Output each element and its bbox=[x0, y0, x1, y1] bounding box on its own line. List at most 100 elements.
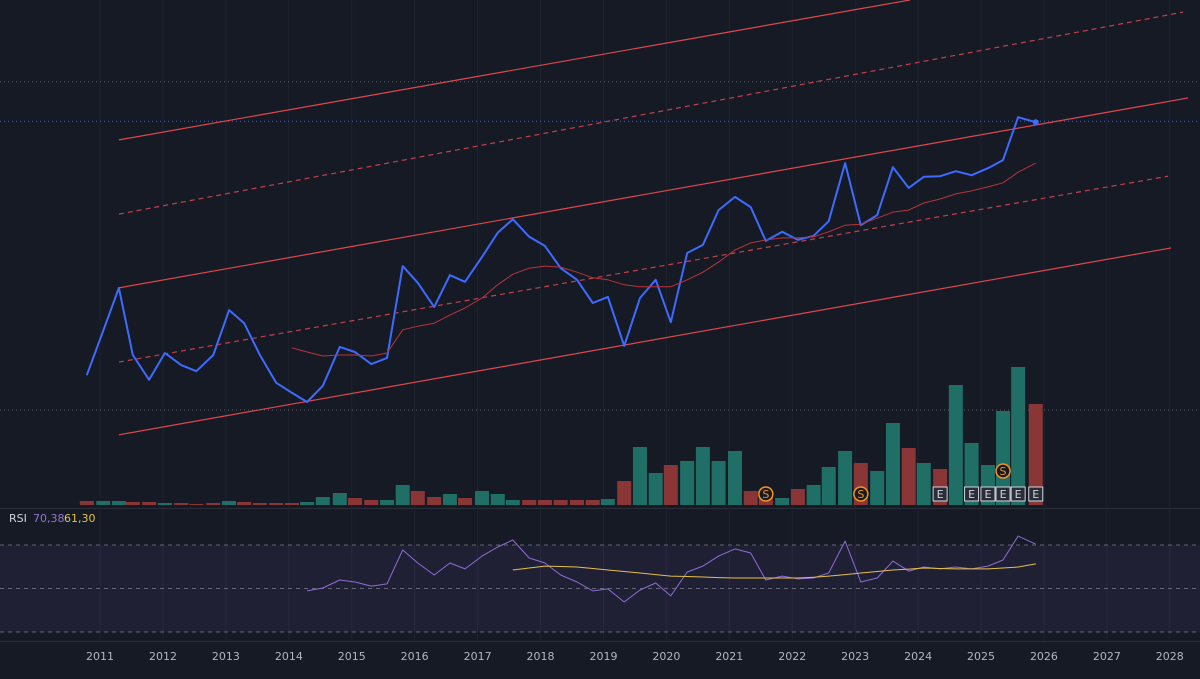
rsi-title: RSI bbox=[9, 512, 27, 525]
volume-bar bbox=[157, 503, 172, 505]
x-tick-label: 2028 bbox=[1156, 650, 1184, 663]
series-line bbox=[85, 116, 1037, 403]
volume-bar bbox=[570, 500, 585, 505]
volume-bar bbox=[79, 501, 94, 505]
x-tick-label: 2021 bbox=[715, 650, 743, 663]
series-line bbox=[291, 162, 1037, 357]
volume-bar bbox=[553, 500, 568, 505]
volume-bar bbox=[1011, 367, 1026, 505]
channel-line bbox=[118, 11, 1184, 215]
event-label: E bbox=[937, 488, 944, 501]
event-label: S bbox=[857, 488, 864, 501]
x-tick-label: 2016 bbox=[401, 650, 429, 663]
volume-bar bbox=[475, 491, 490, 505]
rsi-value: 70,38 bbox=[33, 512, 65, 525]
volume-bar bbox=[1028, 404, 1043, 505]
volume-bar bbox=[269, 503, 284, 505]
x-tick-label: 2027 bbox=[1093, 650, 1121, 663]
x-tick-label: 2023 bbox=[841, 650, 869, 663]
volume-bar bbox=[632, 447, 647, 505]
volume-bar bbox=[695, 447, 710, 505]
channel-line bbox=[118, 175, 1169, 363]
volume-bar bbox=[522, 500, 537, 505]
last-point bbox=[1032, 119, 1039, 126]
grid bbox=[99, 0, 1171, 641]
event-label: S bbox=[1000, 465, 1007, 478]
volume-bar bbox=[364, 500, 379, 505]
volume-bar bbox=[332, 493, 347, 505]
event-marker bbox=[980, 486, 996, 502]
volume-bar bbox=[585, 500, 600, 505]
series-line bbox=[512, 563, 1036, 579]
volume-bar bbox=[870, 471, 885, 505]
volume-bar bbox=[821, 467, 836, 505]
volume-bar bbox=[996, 411, 1011, 505]
x-tick-label: 2018 bbox=[527, 650, 555, 663]
volume-bar bbox=[111, 501, 126, 505]
volume-bar bbox=[315, 497, 330, 505]
volume-bar bbox=[222, 501, 237, 505]
x-tick-label: 2019 bbox=[589, 650, 617, 663]
volume-bar bbox=[775, 498, 790, 505]
x-tick-label: 2011 bbox=[86, 650, 114, 663]
volume-bar bbox=[189, 504, 204, 505]
volume-bar bbox=[252, 503, 267, 505]
volume-bar bbox=[96, 501, 111, 505]
event-marker bbox=[964, 486, 980, 502]
volume-bar bbox=[379, 500, 394, 505]
volume-bar bbox=[206, 503, 221, 505]
event-marker bbox=[1010, 486, 1026, 502]
event-marker bbox=[1028, 486, 1044, 502]
x-tick-label: 2024 bbox=[904, 650, 932, 663]
volume-bar bbox=[442, 494, 457, 505]
series-line bbox=[307, 535, 1037, 603]
volume-bar bbox=[490, 494, 505, 505]
x-tick-label: 2017 bbox=[464, 650, 492, 663]
volume-bar bbox=[901, 448, 916, 505]
event-label: E bbox=[968, 488, 975, 501]
volume-bar bbox=[948, 385, 963, 505]
volume-bar bbox=[727, 451, 742, 505]
x-tick-label: 2022 bbox=[778, 650, 806, 663]
event-label: E bbox=[1015, 488, 1022, 501]
event-marker bbox=[995, 463, 1011, 479]
volume-bar bbox=[680, 461, 695, 505]
plot: 2011 2012 2013 2014 2015 2016 2017 2018 2019 2020… bbox=[0, 0, 1200, 663]
event-marker bbox=[995, 486, 1011, 502]
volume-bar bbox=[174, 503, 189, 505]
volume-bar bbox=[916, 463, 931, 505]
volume-bar bbox=[237, 502, 252, 505]
volume-bar bbox=[838, 451, 853, 505]
volume-bar bbox=[790, 489, 805, 505]
rsi-ma-value: 61,30 bbox=[64, 512, 96, 525]
x-tick-label: 2014 bbox=[275, 650, 303, 663]
volume-bar bbox=[711, 461, 726, 505]
event-marker bbox=[853, 486, 869, 502]
volume-bar bbox=[395, 485, 410, 505]
channel-line bbox=[118, 0, 911, 141]
volume-bar bbox=[347, 498, 362, 505]
volume-bar bbox=[427, 497, 442, 505]
volume-bar bbox=[743, 491, 758, 505]
event-marker bbox=[932, 486, 948, 502]
channel-line bbox=[118, 247, 1172, 436]
volume-bar bbox=[142, 502, 157, 505]
event-marker bbox=[758, 486, 774, 502]
volume-bar bbox=[885, 423, 900, 505]
volume-bar bbox=[284, 503, 299, 505]
volume-bar bbox=[537, 500, 552, 505]
volume-bar bbox=[617, 481, 632, 505]
volume-bar bbox=[300, 502, 315, 505]
volume-bar bbox=[505, 500, 520, 505]
x-tick-label: 2020 bbox=[652, 650, 680, 663]
volume-bar bbox=[806, 485, 821, 505]
volume-bar bbox=[458, 498, 473, 505]
volume-bar bbox=[648, 473, 663, 505]
event-label: E bbox=[984, 488, 991, 501]
volume-bar bbox=[600, 499, 615, 505]
x-tick-label: 2015 bbox=[338, 650, 366, 663]
x-tick-label: 2012 bbox=[149, 650, 177, 663]
